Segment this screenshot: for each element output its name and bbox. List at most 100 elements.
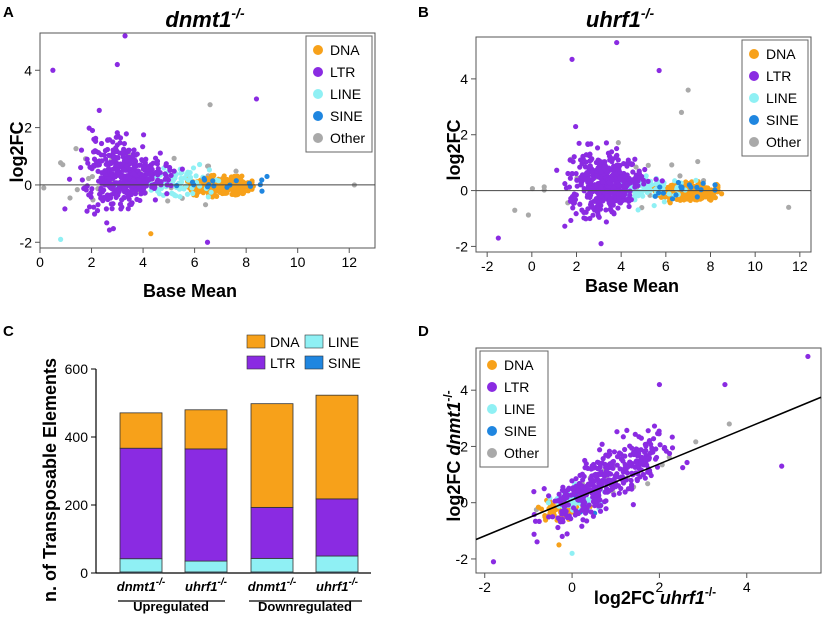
data-point-sine xyxy=(700,180,706,186)
data-point-ltr xyxy=(606,477,612,483)
data-point-ltr xyxy=(95,178,102,184)
data-point-ltr xyxy=(532,518,539,524)
data-point-ltr xyxy=(634,476,640,482)
data-point-ltr xyxy=(650,436,657,442)
data-point-ltr xyxy=(136,178,143,184)
data-point-other xyxy=(678,109,685,115)
y-tick-label: 0 xyxy=(460,183,468,199)
data-point-ltr xyxy=(632,178,638,185)
bar-dna xyxy=(184,409,228,450)
data-point-ltr xyxy=(605,453,611,459)
x-tick-label: 10 xyxy=(747,258,763,274)
data-point-other xyxy=(57,160,64,166)
data-point-sine xyxy=(675,179,682,186)
data-point-ltr xyxy=(134,151,140,157)
data-point-ltr xyxy=(585,465,591,471)
data-point-ltr xyxy=(582,164,589,170)
data-point-ltr xyxy=(112,174,118,180)
data-point-ltr xyxy=(98,140,105,147)
data-point-ltr xyxy=(94,208,101,214)
data-point-ltr xyxy=(645,469,651,475)
legend-marker-other xyxy=(487,448,497,458)
data-point-line xyxy=(206,167,213,173)
legend-marker-sine xyxy=(487,426,497,436)
data-point-ltr xyxy=(117,201,124,207)
data-point-ltr xyxy=(633,459,639,465)
data-point-ltr xyxy=(555,498,561,504)
x-tick-label: 0 xyxy=(528,258,536,274)
data-point-ltr xyxy=(152,184,158,190)
x-tick-label: 2 xyxy=(656,579,664,595)
data-point-ltr xyxy=(616,490,622,496)
data-point-ltr xyxy=(609,462,615,468)
legend-label-line: LINE xyxy=(766,90,797,106)
panel-b: uhrf1-/- -2 0 2 4 6 8 10 12 -2 0 2 4 DNA LTR LINE SINE O… xyxy=(444,5,812,296)
data-point-ltr xyxy=(556,491,562,497)
data-point-ltr xyxy=(109,181,115,187)
data-point-dna xyxy=(148,231,154,237)
data-point-ltr xyxy=(577,201,583,207)
bar-ltr xyxy=(315,498,359,557)
data-point-ltr xyxy=(121,195,127,201)
legend-label-other: Other xyxy=(330,130,365,146)
data-point-ltr xyxy=(559,516,566,522)
panel-c: 0 200 400 600 dnmt1-/- uhrf1-/- dnmt1-/- uhrf1-… xyxy=(40,334,371,614)
y-tick-label: -2 xyxy=(456,238,469,254)
data-point-ltr xyxy=(608,486,615,493)
data-point-ltr xyxy=(638,435,644,441)
data-point-ltr xyxy=(611,492,617,498)
data-point-ltr xyxy=(629,486,635,492)
data-point-ltr xyxy=(653,446,659,452)
data-point-ltr xyxy=(630,169,636,175)
data-point-ltr xyxy=(550,514,556,520)
panel-letter-c: C xyxy=(3,323,14,340)
data-point-ltr xyxy=(646,438,653,444)
data-point-ltr xyxy=(598,193,604,199)
data-point-ltr xyxy=(89,186,95,192)
data-point-ltr xyxy=(578,182,584,188)
data-point-ltr xyxy=(554,167,560,173)
data-point-ltr xyxy=(656,67,662,74)
data-point-dna xyxy=(232,192,239,198)
data-point-ltr xyxy=(615,191,621,197)
data-point-ltr xyxy=(110,166,116,172)
data-point-sine xyxy=(698,187,704,193)
data-point-ltr xyxy=(103,206,109,212)
data-point-dna xyxy=(241,183,247,189)
data-point-line xyxy=(661,199,667,205)
data-point-ltr xyxy=(147,171,153,177)
y-tick-label: 2 xyxy=(24,120,32,136)
data-point-ltr xyxy=(171,168,177,174)
data-point-ltr xyxy=(627,188,633,194)
bar-dna xyxy=(250,403,294,508)
data-point-ltr xyxy=(110,201,116,207)
x-tick-label: 4 xyxy=(139,254,147,270)
data-point-ltr xyxy=(561,507,567,514)
data-point-line xyxy=(177,194,183,200)
bar-line xyxy=(119,558,163,573)
data-point-ltr xyxy=(62,206,68,212)
data-point-ltr xyxy=(125,206,131,212)
data-point-sine xyxy=(656,190,662,196)
data-point-ltr xyxy=(167,167,173,173)
data-point-dna xyxy=(674,196,680,203)
data-point-ltr xyxy=(573,123,579,130)
data-point-dna xyxy=(669,186,675,193)
data-point-sine xyxy=(678,184,684,190)
data-point-ltr xyxy=(78,147,85,153)
x-tick-label: 2 xyxy=(88,254,96,270)
data-point-ltr xyxy=(614,39,620,46)
data-point-ltr xyxy=(106,152,112,158)
y-tick-label: 200 xyxy=(65,497,89,513)
y-tick-label: 600 xyxy=(65,361,89,377)
data-point-ltr xyxy=(89,127,96,134)
data-point-ltr xyxy=(579,523,585,529)
panel-letter-b: B xyxy=(418,4,429,21)
data-point-ltr xyxy=(158,179,164,185)
data-point-ltr xyxy=(531,531,537,537)
data-point-ltr xyxy=(645,178,651,184)
data-point-ltr xyxy=(591,472,597,478)
data-point-ltr xyxy=(562,181,568,187)
data-point-ltr xyxy=(578,174,584,180)
data-point-ltr xyxy=(574,183,580,189)
